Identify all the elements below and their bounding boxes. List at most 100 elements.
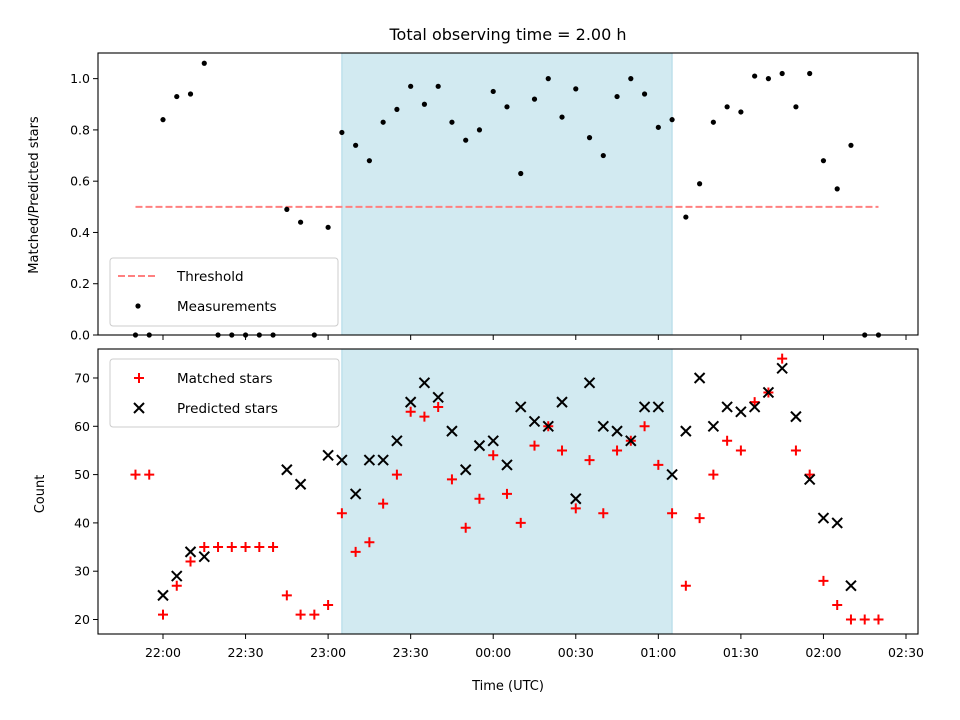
matched-star-point	[612, 445, 623, 456]
predicted-star-point	[459, 464, 472, 476]
predicted-star-point	[528, 415, 541, 428]
measurement-point	[559, 114, 565, 120]
observing-window-shade	[341, 52, 673, 336]
matched-star-point	[557, 445, 568, 456]
measurement-point	[586, 135, 593, 141]
matched-star-point	[336, 508, 347, 519]
predicted-star-point	[845, 579, 857, 592]
matched-star-point	[378, 498, 389, 509]
top-y-tick-label: 1.0	[70, 71, 90, 86]
predicted-star-point	[432, 391, 444, 404]
predicted-star-point	[611, 425, 623, 437]
predicted-star-point	[748, 401, 761, 413]
matched-star-point	[515, 517, 526, 528]
matched-star-point	[295, 609, 306, 620]
bottom-axes-frame	[97, 348, 919, 635]
predicted-star-point	[638, 401, 651, 413]
top-y-tick-label: 0.6	[70, 174, 90, 189]
matched-star-point	[199, 542, 210, 553]
matched-star-point	[735, 445, 746, 456]
matched-star-point	[158, 609, 168, 620]
matched-star-point	[446, 474, 457, 485]
plot-layer: 0.0 0.2 0.4 0.6 0.8 1.0 20 30 40 50 60 70 22:00 22:30…	[70, 52, 924, 660]
measurement-point	[353, 142, 359, 148]
matched-star-point	[460, 522, 471, 533]
bottom-y-tick-label: 70	[74, 370, 90, 385]
predicted-star-point	[363, 454, 376, 466]
matched-star-point	[144, 469, 155, 480]
predicted-star-point	[322, 449, 334, 461]
x-tick-label: 00:30	[558, 645, 594, 660]
x-tick-label: 02:00	[805, 645, 841, 660]
bottom-y-tick-label: 20	[74, 612, 90, 627]
matched-star-point	[639, 421, 650, 432]
legend-box	[109, 358, 340, 428]
x-tick-label: 22:00	[145, 645, 181, 660]
measurement-point	[325, 224, 331, 230]
predicted-star-point	[790, 410, 802, 423]
matched-star-point	[254, 542, 265, 553]
measurement-point	[449, 119, 455, 125]
matched-star-point	[653, 459, 664, 470]
measurement-point	[366, 158, 372, 164]
measurement-point	[160, 117, 166, 123]
measurement-point	[531, 96, 538, 102]
measurement-point	[779, 70, 785, 77]
measurement-point	[518, 170, 524, 177]
measurement-point	[669, 117, 675, 123]
predicted-star-point	[583, 377, 596, 389]
measurement-point	[724, 104, 730, 110]
x-tick-label: 02:30	[888, 645, 924, 660]
predicted-star-point	[542, 420, 554, 432]
matched-star-point	[474, 493, 485, 504]
legend-matched-swatch	[134, 373, 144, 383]
predicted-star-point	[336, 454, 348, 466]
predicted-star-point	[515, 401, 527, 413]
predicted-star-point	[693, 372, 706, 384]
matched-star-point	[680, 580, 691, 591]
measurement-point	[490, 88, 496, 95]
matched-star-point	[584, 455, 595, 466]
legend-predicted-swatch	[133, 402, 145, 414]
predicted-star-point	[391, 435, 403, 447]
legend-predicted-label: Predicted stars	[177, 401, 278, 417]
matched-star-point	[777, 353, 788, 364]
top-y-tick-label: 0.2	[70, 276, 90, 291]
legend-threshold-label: Threshold	[176, 269, 244, 285]
predicted-star-point	[377, 454, 389, 466]
predicted-star-point	[157, 589, 169, 602]
measurement-point	[793, 104, 799, 110]
predicted-star-point	[762, 386, 775, 399]
predicted-star-point	[707, 420, 720, 432]
matched-star-point	[804, 469, 815, 480]
predicted-star-point	[831, 517, 843, 529]
matched-star-point	[722, 435, 733, 446]
predicted-star-point	[776, 362, 788, 375]
measurement-point	[380, 119, 386, 125]
matched-star-point	[529, 440, 540, 451]
measurement-point	[710, 119, 716, 125]
matched-star-point	[845, 614, 856, 625]
measurement-point	[738, 109, 744, 115]
matched-star-point	[667, 508, 678, 519]
measurement-point	[463, 137, 469, 143]
matched-star-point	[405, 406, 416, 417]
matched-star-point	[501, 488, 512, 499]
x-tick-label: 22:30	[228, 645, 264, 660]
matched-star-point	[323, 600, 334, 611]
matched-star-point	[694, 513, 705, 524]
matched-star-point	[226, 542, 237, 553]
x-tick-label: 23:00	[310, 645, 346, 660]
matched-star-point	[790, 445, 801, 456]
measurement-point	[600, 152, 606, 159]
matched-star-point	[873, 614, 884, 625]
matched-star-point	[171, 580, 182, 591]
measurement-point	[848, 142, 854, 148]
predicted-star-point	[446, 425, 458, 437]
matched-star-point	[391, 469, 402, 480]
matched-star-point	[818, 575, 829, 586]
matched-star-point	[708, 469, 719, 480]
measurement-point	[504, 104, 510, 110]
top-y-tick-label: 0.0	[70, 328, 90, 343]
